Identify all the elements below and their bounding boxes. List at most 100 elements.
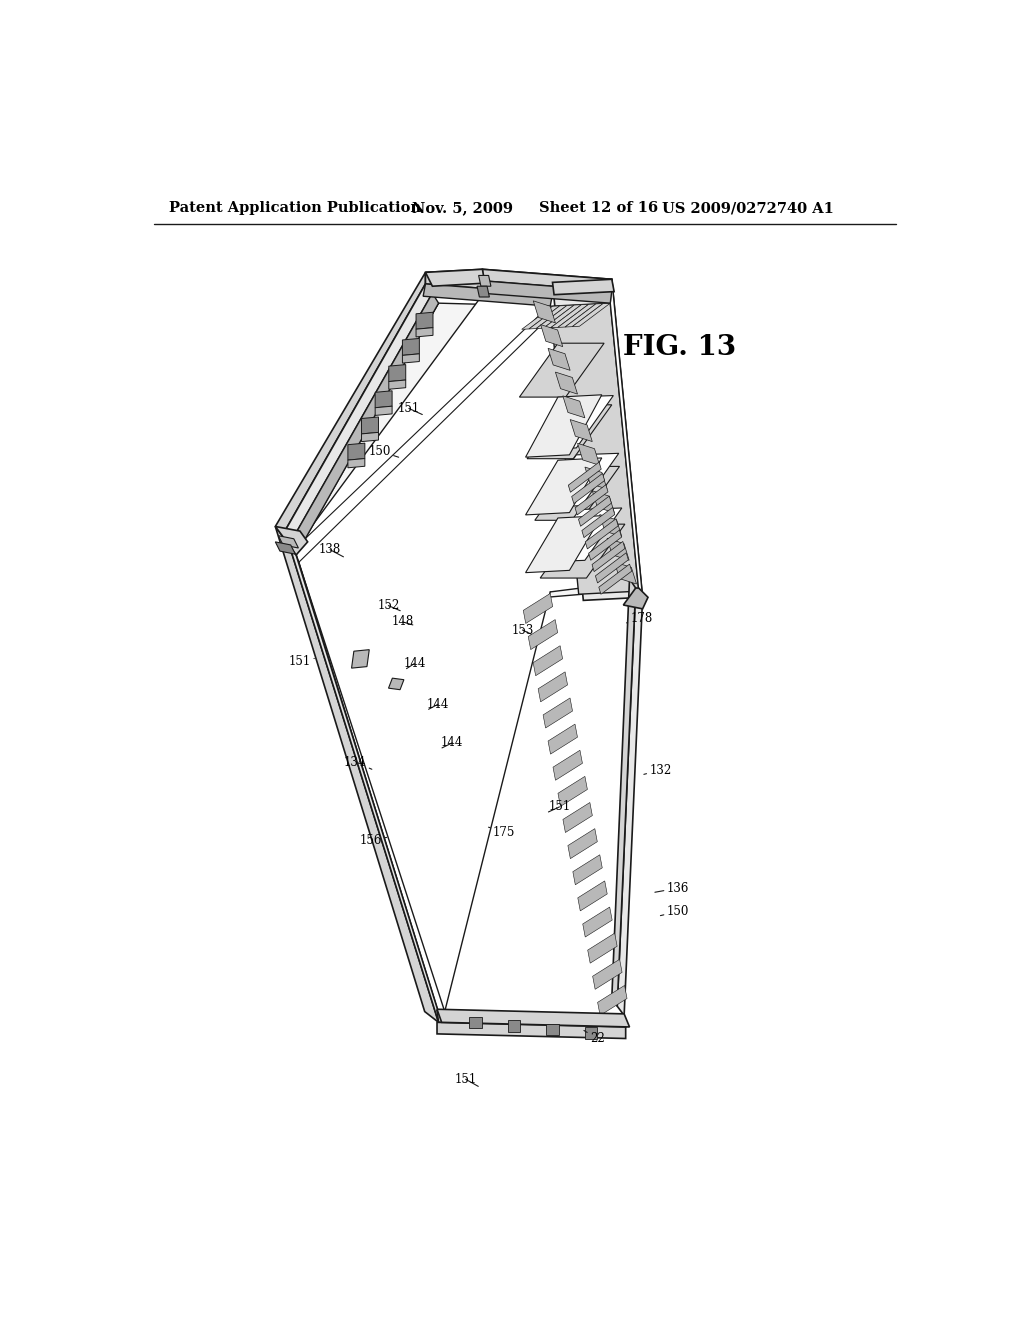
- Polygon shape: [525, 458, 602, 515]
- Text: Sheet 12 of 16: Sheet 12 of 16: [539, 202, 657, 215]
- Text: 151: 151: [397, 401, 422, 414]
- Text: 151: 151: [289, 655, 314, 668]
- Polygon shape: [541, 524, 625, 578]
- Polygon shape: [425, 272, 553, 294]
- Polygon shape: [528, 619, 558, 649]
- Polygon shape: [540, 453, 618, 507]
- Polygon shape: [568, 462, 601, 492]
- Polygon shape: [550, 304, 639, 594]
- Polygon shape: [539, 672, 567, 702]
- Polygon shape: [589, 531, 622, 560]
- Polygon shape: [565, 304, 603, 327]
- Text: 148: 148: [391, 615, 414, 628]
- Polygon shape: [572, 855, 602, 884]
- Polygon shape: [534, 301, 555, 323]
- Text: Nov. 5, 2009: Nov. 5, 2009: [412, 202, 513, 215]
- Polygon shape: [375, 407, 392, 416]
- Polygon shape: [570, 420, 592, 442]
- Polygon shape: [541, 325, 563, 347]
- Polygon shape: [547, 1024, 559, 1035]
- Polygon shape: [534, 645, 562, 676]
- Text: 152: 152: [377, 599, 400, 612]
- Polygon shape: [578, 880, 607, 911]
- Text: 144: 144: [427, 698, 450, 710]
- Polygon shape: [351, 649, 370, 668]
- Polygon shape: [592, 541, 625, 572]
- Polygon shape: [375, 391, 392, 408]
- Polygon shape: [361, 433, 379, 442]
- Text: 144: 144: [403, 657, 426, 671]
- Polygon shape: [348, 458, 365, 467]
- Polygon shape: [551, 305, 589, 327]
- Polygon shape: [571, 474, 604, 504]
- Polygon shape: [611, 578, 636, 1006]
- Polygon shape: [289, 293, 438, 554]
- Polygon shape: [553, 280, 614, 294]
- Polygon shape: [563, 396, 585, 418]
- Polygon shape: [607, 539, 629, 560]
- Polygon shape: [416, 313, 433, 329]
- Polygon shape: [543, 508, 622, 562]
- Polygon shape: [388, 678, 403, 689]
- Polygon shape: [425, 269, 611, 282]
- Text: US 2009/0272740 A1: US 2009/0272740 A1: [662, 202, 834, 215]
- Polygon shape: [482, 269, 611, 290]
- Polygon shape: [478, 276, 490, 286]
- Text: 178: 178: [627, 612, 652, 626]
- Polygon shape: [599, 564, 632, 594]
- Polygon shape: [275, 527, 438, 1022]
- Polygon shape: [529, 305, 567, 329]
- Polygon shape: [583, 907, 612, 937]
- Polygon shape: [592, 491, 614, 512]
- Polygon shape: [553, 750, 583, 780]
- Polygon shape: [275, 527, 307, 554]
- Polygon shape: [295, 293, 630, 1011]
- Polygon shape: [275, 543, 295, 554]
- Polygon shape: [579, 496, 611, 527]
- Polygon shape: [595, 553, 629, 583]
- Polygon shape: [585, 1027, 597, 1039]
- Text: Patent Application Publication: Patent Application Publication: [169, 202, 421, 215]
- Polygon shape: [558, 304, 596, 327]
- Polygon shape: [548, 725, 578, 754]
- Text: 134: 134: [344, 755, 372, 770]
- Polygon shape: [389, 364, 406, 381]
- Polygon shape: [555, 372, 578, 395]
- Polygon shape: [389, 380, 406, 389]
- Polygon shape: [593, 960, 623, 989]
- Polygon shape: [610, 280, 643, 597]
- Polygon shape: [519, 343, 604, 397]
- Polygon shape: [525, 516, 602, 573]
- Text: 151: 151: [455, 1073, 478, 1086]
- Polygon shape: [600, 515, 622, 536]
- Polygon shape: [535, 466, 620, 520]
- Polygon shape: [598, 986, 627, 1015]
- Polygon shape: [402, 338, 420, 355]
- Polygon shape: [289, 545, 444, 1032]
- Polygon shape: [563, 803, 592, 833]
- Text: 132: 132: [644, 764, 672, 776]
- Text: 175: 175: [488, 826, 515, 838]
- Polygon shape: [469, 1016, 481, 1028]
- Polygon shape: [617, 589, 643, 1015]
- Polygon shape: [437, 1011, 626, 1027]
- Polygon shape: [544, 305, 582, 329]
- Polygon shape: [624, 589, 648, 609]
- Polygon shape: [558, 776, 588, 807]
- Text: 151: 151: [549, 800, 570, 813]
- Polygon shape: [416, 327, 433, 337]
- Polygon shape: [543, 698, 572, 729]
- Polygon shape: [437, 1010, 630, 1027]
- Polygon shape: [585, 467, 607, 488]
- Polygon shape: [523, 594, 553, 623]
- Polygon shape: [527, 405, 611, 459]
- Polygon shape: [572, 304, 610, 326]
- Polygon shape: [586, 519, 618, 549]
- Polygon shape: [348, 444, 365, 461]
- Text: 144: 144: [441, 737, 464, 750]
- Polygon shape: [283, 284, 432, 545]
- Polygon shape: [425, 269, 484, 286]
- Polygon shape: [508, 1020, 520, 1032]
- Polygon shape: [537, 305, 574, 329]
- Text: 22: 22: [584, 1031, 605, 1045]
